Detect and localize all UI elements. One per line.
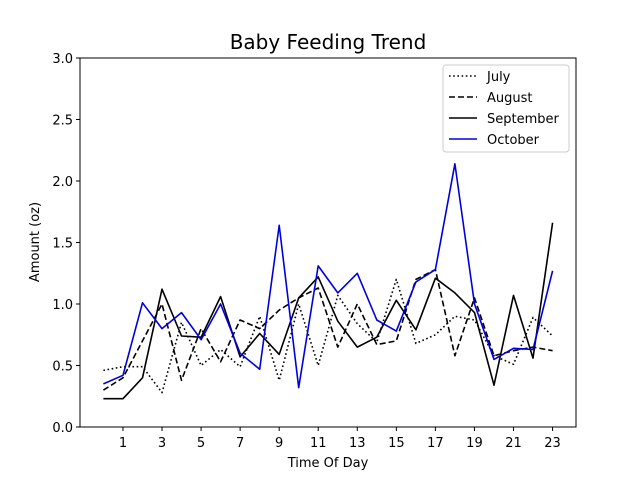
y-tick-label: 0.0	[52, 421, 73, 436]
legend-label-september: September	[487, 112, 560, 127]
x-tick-label: 7	[236, 436, 244, 451]
legend-box	[442, 64, 570, 153]
chart-title: Baby Feeding Trend	[230, 30, 427, 54]
y-tick-label: 1.0	[52, 298, 73, 313]
series-line-october	[103, 163, 554, 389]
y-tick-label: 2.0	[52, 175, 73, 190]
legend-label-august: August	[487, 91, 533, 106]
x-tick-label: 3	[158, 436, 166, 451]
x-tick-label: 21	[505, 436, 522, 451]
x-tick-label: 23	[544, 436, 561, 451]
legend-label-july: July	[486, 70, 511, 85]
x-tick-label: 1	[119, 436, 127, 451]
y-tick-label: 1.5	[52, 237, 73, 252]
y-tick-label: 2.5	[52, 114, 73, 129]
x-tick-label: 17	[427, 436, 444, 451]
x-tick-label: 15	[388, 436, 405, 451]
x-tick-label: 9	[275, 436, 283, 451]
y-tick-label: 3.0	[52, 52, 73, 67]
x-tick-label: 19	[466, 436, 483, 451]
axis-ticks: 1 3 5 7 9 11 13 15 17 19 21 230.00.51.01.52.02.53.0	[52, 52, 561, 451]
y-tick-label: 0.5	[52, 360, 73, 375]
x-tick-label: 13	[349, 436, 366, 451]
x-tick-label: 5	[197, 436, 205, 451]
y-axis-label: Amount (oz)	[28, 202, 43, 282]
x-axis-label: Time Of Day	[287, 456, 369, 471]
series-line-september	[103, 222, 554, 400]
series-line-august	[102, 268, 553, 391]
series-lines	[102, 163, 554, 400]
legend: July August September October	[442, 64, 570, 153]
legend-label-october: October	[487, 133, 540, 148]
x-tick-label: 11	[310, 436, 327, 451]
